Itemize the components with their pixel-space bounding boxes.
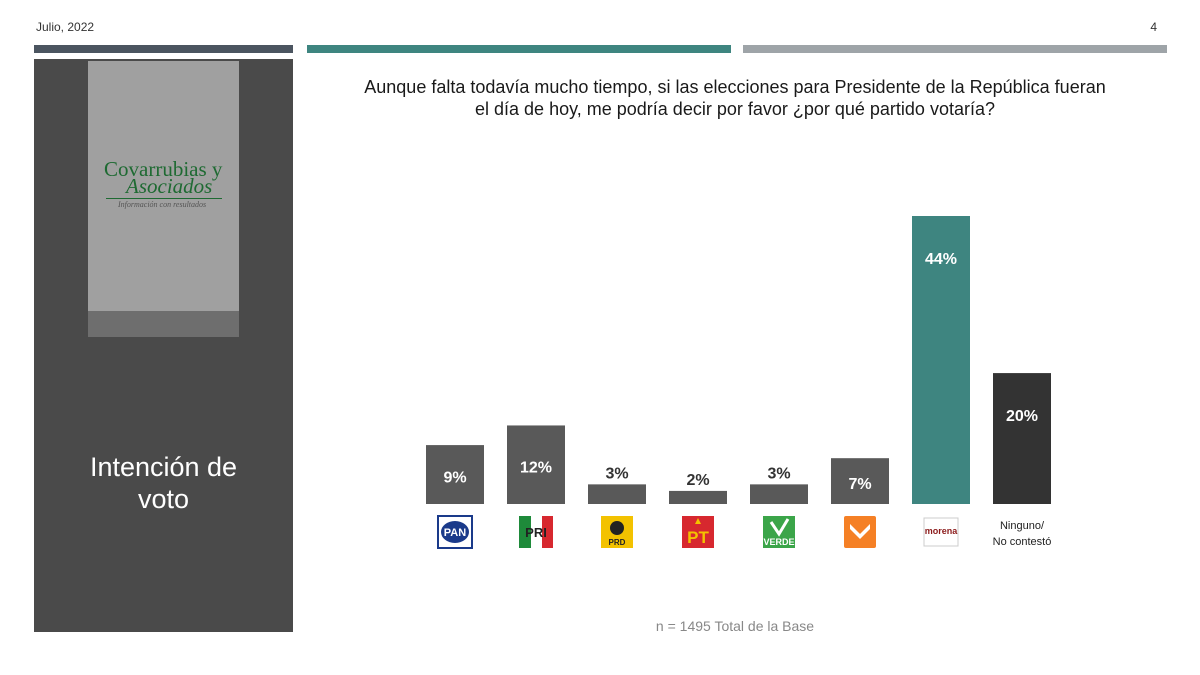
header-stripe-light xyxy=(743,45,1167,53)
side-panel: Covarrubias y Asociados Información con … xyxy=(34,59,293,632)
data-label-pt: 2% xyxy=(686,472,709,489)
data-label-pri: 12% xyxy=(520,460,552,477)
logo-name-line1: Covarrubias y xyxy=(104,157,223,181)
report-date: Julio, 2022 xyxy=(36,20,95,34)
pri-logo-white xyxy=(531,516,542,548)
logo-tagline: Información con resultados xyxy=(118,200,207,209)
bar-pan xyxy=(426,445,484,504)
category-label-none-line2: No contestó xyxy=(993,536,1052,548)
mc-logo-eagle xyxy=(850,524,870,539)
survey-question: Aunque falta todavía mucho tiempo, si la… xyxy=(340,76,1130,120)
category-label-none-line1: Ninguno/ xyxy=(1000,520,1045,532)
pri-logo-icon xyxy=(542,516,553,548)
morena-logo-text: morena xyxy=(925,526,959,536)
sample-size-note: n = 1495 Total de la Base xyxy=(655,618,815,634)
pri-logo-green xyxy=(519,516,531,548)
verde-logo-check xyxy=(769,518,790,537)
question-line1: Aunque falta todavía mucho tiempo, si la… xyxy=(364,77,1106,97)
question-line2: el día de hoy, me podría decir por favor… xyxy=(475,99,995,119)
data-label-pan: 9% xyxy=(443,470,466,487)
pan-logo-text: PAN xyxy=(444,527,466,539)
logo-rule xyxy=(106,198,222,199)
logo-card-footer xyxy=(88,311,239,337)
header-stripe-teal xyxy=(307,45,731,53)
data-label-ninguno-no-contest: 20% xyxy=(1006,408,1038,425)
vote-intention-bar-chart: 9% PAN 12% PRI 3% PRD 2% PT 3% VERDE 7% 44% morena 20… xyxy=(426,216,1052,549)
data-label-morena: 44% xyxy=(925,251,957,268)
logo-name-line2: Asociados xyxy=(126,174,213,198)
mc-logo-icon xyxy=(844,516,876,548)
bar-prd xyxy=(588,484,646,504)
page-number: 4 xyxy=(1150,20,1157,34)
data-label-prd: 3% xyxy=(605,465,628,482)
section-title-line2: voto xyxy=(137,484,190,514)
pt-logo-text: PT xyxy=(687,528,709,547)
company-logo-card: Covarrubias y Asociados Información con … xyxy=(88,61,239,311)
prd-logo-sun xyxy=(610,521,624,535)
bar-verde xyxy=(750,484,808,504)
bar-ninguno-no-contest xyxy=(993,373,1051,504)
bar-mc xyxy=(831,458,889,504)
section-title: Intención de voto xyxy=(34,451,293,515)
morena-logo-icon xyxy=(923,517,959,547)
prd-logo-text: PRD xyxy=(609,538,626,547)
section-title-line1: Intención de xyxy=(89,452,238,482)
pan-logo-icon xyxy=(441,521,469,543)
data-label-verde: 3% xyxy=(767,465,790,482)
bar-morena xyxy=(912,216,970,504)
header-stripe-dark xyxy=(34,45,293,53)
bar-pt xyxy=(669,490,727,504)
pt-logo-star xyxy=(695,518,701,524)
pri-logo-text: PRI xyxy=(525,525,547,540)
data-label-mc: 7% xyxy=(848,476,871,493)
verde-logo-text: VERDE xyxy=(763,537,794,547)
bar-pri xyxy=(507,425,565,504)
